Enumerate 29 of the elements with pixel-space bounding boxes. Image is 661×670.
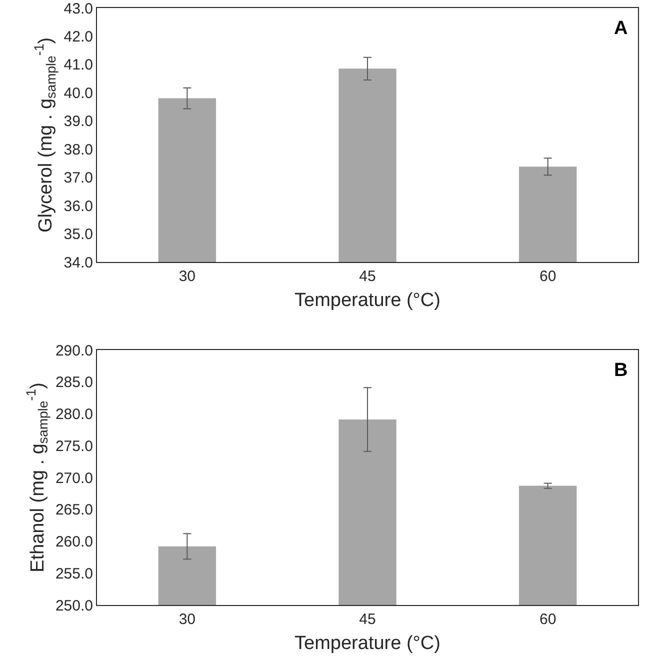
y-tick-label: 38.0 bbox=[64, 141, 93, 158]
y-tick-label: 43.0 bbox=[64, 0, 93, 18]
y-tick-label: 280.0 bbox=[55, 406, 93, 423]
y-tick-label: 35.0 bbox=[64, 226, 93, 244]
y-tick-label: 270.0 bbox=[55, 470, 93, 487]
x-tick-label: 60 bbox=[539, 611, 556, 628]
y-tick-label: 250.0 bbox=[55, 597, 93, 614]
y-tick-label: 260.0 bbox=[55, 534, 93, 550]
y-tick-label: 275.0 bbox=[55, 438, 93, 455]
y-tick-label: 36.0 bbox=[64, 198, 93, 215]
y-tick-label: 37.0 bbox=[64, 170, 93, 187]
y-tick-label: 290.0 bbox=[55, 342, 93, 360]
y-tick-label: 41.0 bbox=[64, 56, 93, 74]
annotation: B bbox=[614, 360, 628, 381]
x-axis-title: Temperature (°C) bbox=[294, 632, 440, 654]
x-axis-title: Temperature (°C) bbox=[294, 290, 440, 311]
x-tick-label: 60 bbox=[539, 268, 556, 285]
y-tick-label: 265.0 bbox=[55, 502, 93, 519]
y-tick-label: 255.0 bbox=[55, 565, 93, 582]
y-tick-label: 42.0 bbox=[64, 28, 93, 46]
x-tick-label: 45 bbox=[359, 268, 376, 285]
x-tick-label: 30 bbox=[178, 611, 196, 628]
y-tick-label: 40.0 bbox=[64, 84, 93, 102]
y-tick-label: 34.0 bbox=[64, 254, 93, 272]
y-tick-label: 39.0 bbox=[64, 113, 93, 130]
annotation: A bbox=[614, 18, 628, 39]
x-tick-label: 30 bbox=[178, 268, 196, 285]
x-tick-label: 45 bbox=[359, 611, 376, 628]
y-tick-label: 285.0 bbox=[55, 374, 93, 392]
